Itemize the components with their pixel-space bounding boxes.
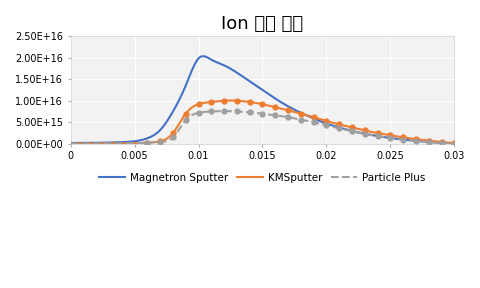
KMSputter bbox=[443, 141, 449, 144]
Particle Plus bbox=[276, 114, 282, 118]
Particle Plus bbox=[383, 136, 389, 139]
KMSputter bbox=[276, 106, 282, 110]
Magnetron Sputter bbox=[68, 141, 73, 145]
Particle Plus bbox=[297, 118, 303, 121]
Magnetron Sputter bbox=[253, 84, 259, 87]
Particle Plus bbox=[451, 142, 457, 145]
Particle Plus bbox=[222, 109, 228, 113]
Magnetron Sputter bbox=[297, 111, 303, 114]
KMSputter bbox=[297, 112, 303, 115]
Particle Plus bbox=[68, 142, 73, 145]
Magnetron Sputter bbox=[451, 142, 457, 145]
Line: Particle Plus: Particle Plus bbox=[71, 111, 454, 144]
Magnetron Sputter bbox=[443, 141, 449, 145]
Particle Plus bbox=[251, 111, 256, 114]
KMSputter bbox=[228, 99, 233, 102]
KMSputter bbox=[251, 101, 256, 104]
Magnetron Sputter bbox=[383, 136, 389, 139]
Magnetron Sputter bbox=[200, 54, 206, 58]
KMSputter bbox=[451, 141, 457, 145]
Magnetron Sputter bbox=[276, 99, 282, 103]
Particle Plus bbox=[253, 111, 259, 115]
Title: Ion 밀도 분포: Ion 밀도 분포 bbox=[221, 15, 303, 33]
Legend: Magnetron Sputter, KMSputter, Particle Plus: Magnetron Sputter, KMSputter, Particle P… bbox=[95, 169, 430, 187]
Line: Magnetron Sputter: Magnetron Sputter bbox=[71, 56, 454, 143]
KMSputter bbox=[68, 142, 73, 145]
Magnetron Sputter bbox=[251, 82, 256, 86]
KMSputter bbox=[383, 133, 389, 136]
Line: KMSputter: KMSputter bbox=[71, 101, 454, 144]
Particle Plus bbox=[443, 141, 449, 145]
KMSputter bbox=[253, 101, 259, 105]
